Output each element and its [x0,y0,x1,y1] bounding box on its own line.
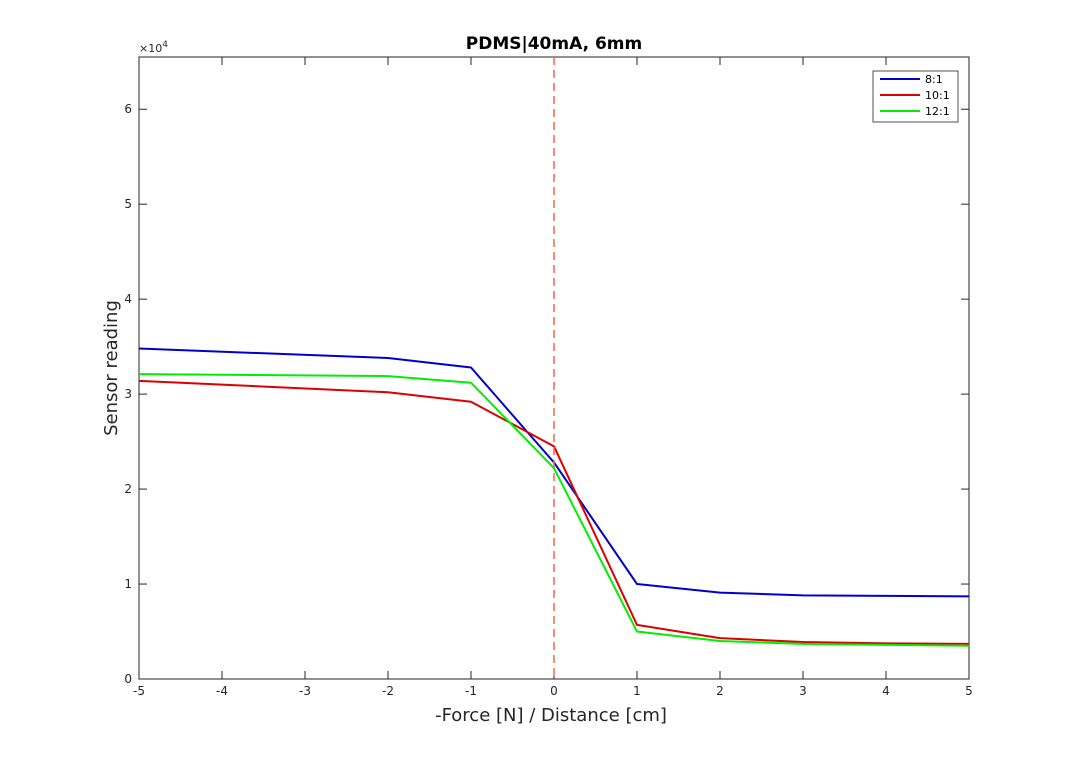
x-tick-label: -3 [299,684,311,698]
ticks-layer: -5 -4 -3 -2 -1 0 1 2 3 4 5 0 1 2 3 4 5 6 [124,57,973,698]
series-line-2 [138,379,970,645]
legend-label: 12:1 [925,105,950,118]
legend-label: 10:1 [925,89,950,102]
y-axis-title: Sensor reading [101,300,122,436]
x-tick-label: 3 [799,684,807,698]
x-tick-label: -4 [216,684,228,698]
x-tick-label: 5 [965,684,973,698]
x-tick-label: -2 [382,684,394,698]
x-tick-label: 1 [633,684,641,698]
y-tick-label: 0 [124,672,132,686]
x-tick-label: 0 [550,684,558,698]
x-tick-label: 2 [716,684,724,698]
legend: 8:1 10:1 12:1 [872,70,959,123]
y-tick-label: 1 [124,577,132,591]
series-layer [138,347,970,647]
series-line-3 [138,373,970,647]
legend-label: 8:1 [925,73,943,86]
x-axis-title: -Force [N] / Distance [cm] [435,705,667,726]
y-tick-label: 4 [124,292,132,306]
chart-title: PDMS|40mA, 6mm [466,34,642,54]
x-tick-label: -5 [133,684,145,698]
series-line-1 [138,347,970,598]
y-tick-label: 2 [124,482,132,496]
y-exponent-label: ×104 [139,40,168,55]
y-tick-label: 5 [124,197,132,211]
y-tick-label: 6 [124,102,132,116]
x-tick-label: 4 [882,684,890,698]
x-tick-label: -1 [465,684,477,698]
plot-area [138,56,970,680]
y-tick-label: 3 [124,387,132,401]
